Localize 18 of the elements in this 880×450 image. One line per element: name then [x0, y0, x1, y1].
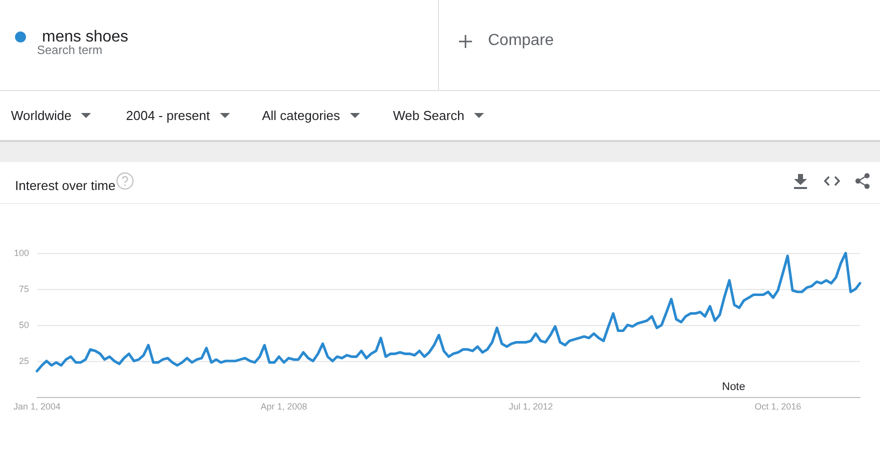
y-tick-label: 50 — [18, 320, 29, 330]
text: Compare — [488, 32, 554, 50]
y-tick-label: 25 — [18, 356, 29, 366]
x-tick-label: Jul 1, 2012 — [508, 402, 553, 412]
text: Search term — [37, 43, 102, 57]
legend-label: mens shoes — [42, 28, 128, 46]
y-tick-label: 100 — [14, 248, 29, 258]
text: Web Search — [393, 108, 464, 122]
x-tick-label: Oct 1, 2016 — [754, 402, 802, 412]
y-tick-label: 75 — [18, 284, 29, 294]
x-tick-label: Apr 1, 2008 — [260, 402, 308, 412]
annotation: Note — [722, 381, 746, 393]
text: Worldwide — [11, 108, 72, 122]
chart-title: Interest over time — [15, 178, 116, 193]
text: All categories — [262, 108, 340, 122]
line-series — [36, 252, 862, 372]
text: 2004 - present — [126, 108, 210, 122]
x-tick-label: Jan 1, 2004 — [13, 402, 61, 412]
